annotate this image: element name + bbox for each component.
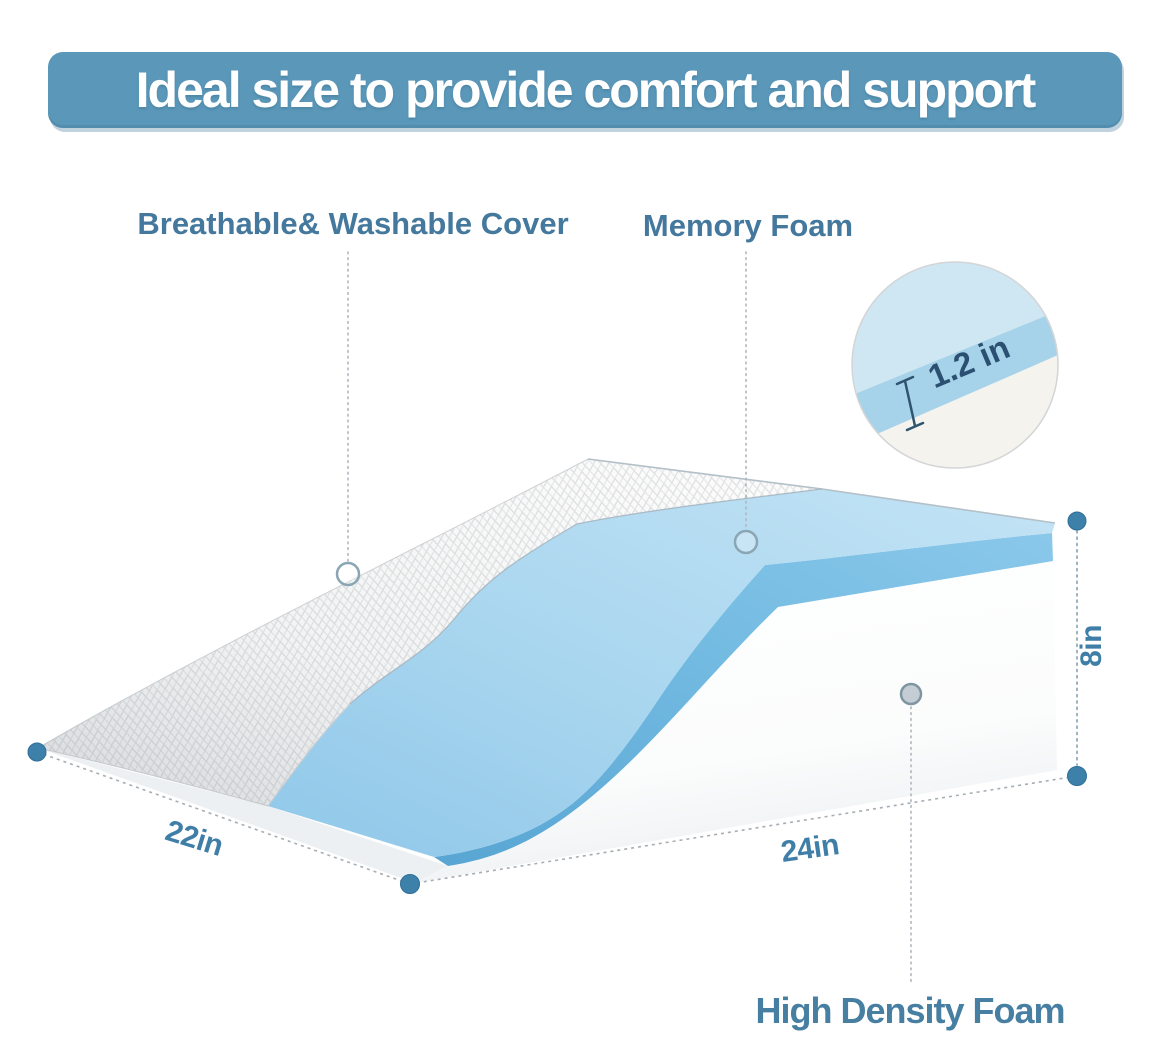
memory-foam-band [434,533,1053,866]
title-banner: Ideal size to provide comfort and suppor… [48,52,1122,128]
dimension-line-length [409,775,1078,885]
high-density-foam-face [415,561,1057,883]
dim-height-label: 8in [1075,625,1108,667]
high-density-foam-label: High Density Foam [755,990,1065,1031]
dimension-dot [1067,766,1087,786]
cover-label: Breathable& Washable Cover [137,206,569,241]
dimension-dot [400,874,420,894]
dimension-line-width [36,751,411,885]
dimension-dot [1067,511,1087,531]
thickness-inset [851,261,1059,469]
pillow-underside-edge [38,748,448,883]
inset-foam-top [852,262,1058,398]
memory-foam-top-surface [268,489,1055,857]
thickness-tick [895,375,925,432]
callout-circle-marker [335,561,361,587]
callout-circle-marker [733,529,759,555]
page-title: Ideal size to provide comfort and suppor… [135,62,1037,118]
inset-foam-band [852,308,1058,448]
cover-seam-line [349,488,823,705]
callout-circle-marker-filled [899,682,923,706]
dimension-dot [27,742,47,762]
memory-foam-label: Memory Foam [642,208,854,243]
